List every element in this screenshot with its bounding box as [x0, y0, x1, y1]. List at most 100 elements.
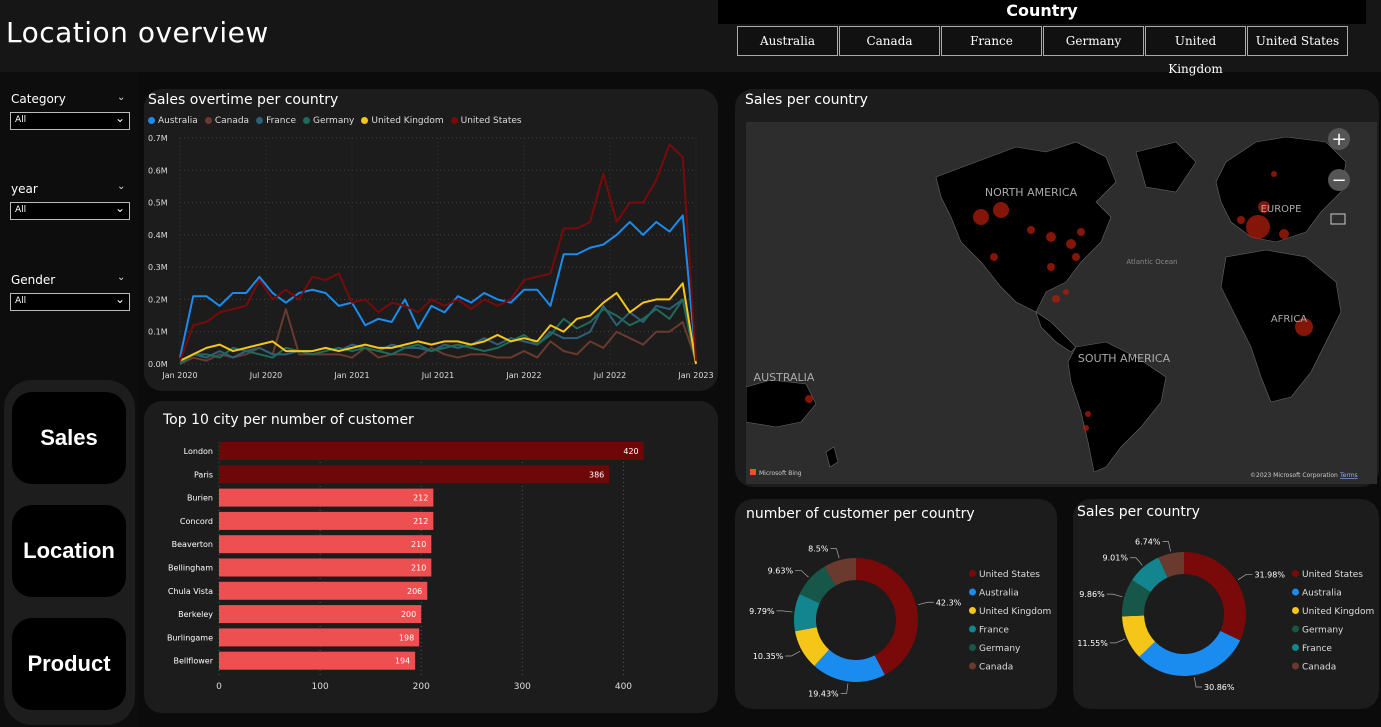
bar-burlingame[interactable] [219, 628, 420, 647]
legend-item-france[interactable]: France [256, 116, 296, 126]
bubble-usa-southeast[interactable] [1072, 253, 1080, 261]
donut-slice-germany[interactable] [799, 566, 836, 604]
donut-leader-line [1237, 573, 1253, 580]
bar-paris[interactable] [219, 465, 610, 484]
legend-item-germany[interactable]: Germany [303, 116, 354, 126]
donut-legend-canada[interactable]: Canada [979, 663, 1013, 673]
bubble-usa-east[interactable] [1066, 239, 1076, 249]
legend-dot-icon [969, 662, 976, 670]
chevron-down-icon[interactable]: ⌄ [117, 272, 126, 283]
x-tick-label: 100 [312, 682, 329, 692]
series-line-united-states[interactable] [179, 143, 697, 362]
bubble-usa-west[interactable] [973, 209, 989, 225]
bar-bellingham[interactable] [219, 558, 432, 577]
bubble-south-america[interactable] [1085, 411, 1091, 417]
bar-london[interactable] [219, 442, 644, 460]
donut-legend-canada[interactable]: Canada [1302, 663, 1336, 673]
zoom-out-button[interactable] [1328, 169, 1350, 191]
nav-location-button[interactable]: Location [12, 505, 126, 597]
country-button-australia[interactable]: Australia [737, 26, 838, 56]
chevron-down-icon[interactable]: ⌄ [117, 92, 126, 103]
world-map[interactable]: NORTH AMERICA SOUTH AMERICA AUSTRALIA EU… [746, 122, 1377, 484]
legend-dot-icon [1292, 570, 1299, 577]
country-button-canada[interactable]: Canada [839, 26, 940, 56]
donut-slice-germany[interactable] [1122, 579, 1151, 617]
legend-item-united-states[interactable]: United States [450, 116, 522, 126]
donut-legend-germany[interactable]: Germany [979, 644, 1021, 654]
legend-dot-icon [1292, 625, 1299, 633]
bar-chula-vista[interactable] [219, 581, 428, 600]
donut-slice-united-kingdom[interactable] [1122, 615, 1156, 657]
donut-legend-germany[interactable]: Germany [1302, 626, 1344, 636]
bar-burien[interactable] [219, 488, 434, 507]
donut-slice-australia[interactable] [814, 649, 885, 682]
bubble-usa-south[interactable] [1047, 263, 1055, 271]
donut-legend-united-kingdom[interactable]: United Kingdom [1302, 607, 1374, 617]
nav-product-button[interactable]: Product [12, 618, 126, 710]
bubble-europe-france[interactable] [1279, 229, 1289, 239]
donut-slice-canada[interactable] [824, 558, 856, 586]
bubble-australia[interactable] [805, 395, 813, 403]
donut-slice-united-kingdom[interactable] [795, 627, 830, 666]
donut-leader-line [1129, 557, 1143, 566]
donut-legend-australia[interactable]: Australia [1302, 589, 1342, 599]
bar-value-label: 212 [413, 494, 428, 503]
bar-bellflower[interactable] [219, 651, 416, 670]
donut-slice-france[interactable] [1132, 557, 1168, 593]
donut-slice-canada[interactable] [1158, 552, 1184, 578]
bubble-africa-east[interactable] [1295, 318, 1313, 336]
country-button-united-kingdom[interactable]: United Kingdom [1145, 26, 1246, 76]
map-copyright: ©2023 Microsoft Corporation [1250, 472, 1338, 479]
donut-legend-france[interactable]: France [1302, 644, 1332, 654]
donut-slice-france[interactable] [794, 594, 820, 632]
series-line-united-kingdom[interactable] [179, 282, 697, 365]
bubble-usa-midwest[interactable] [1027, 226, 1035, 234]
legend-item-canada[interactable]: Canada [204, 116, 249, 126]
bar-berkeley[interactable] [219, 605, 422, 624]
filter-year-select[interactable]: All ⌄ [10, 201, 130, 220]
line-chart-panel [144, 89, 718, 391]
bubble-canada-west[interactable] [993, 202, 1009, 218]
bubble-europe-north[interactable] [1271, 171, 1277, 177]
bubble-europe-spain[interactable] [1237, 216, 1245, 224]
legend-item-australia[interactable]: Australia [148, 116, 198, 126]
donut-legend-australia[interactable]: Australia [979, 589, 1019, 599]
series-line-france[interactable] [179, 298, 697, 365]
donut-legend-united-kingdom[interactable]: United Kingdom [979, 607, 1051, 617]
series-line-australia[interactable] [179, 214, 697, 361]
chevron-down-icon[interactable]: ⌄ [117, 181, 126, 192]
bar-category-label: Burien [187, 494, 213, 503]
bar-beaverton[interactable] [219, 535, 432, 554]
donut-slice-australia[interactable] [1139, 630, 1241, 676]
bubble-florida[interactable] [1063, 289, 1069, 295]
nav-sales-button[interactable]: Sales [12, 392, 126, 484]
bar-concord[interactable] [219, 511, 434, 530]
donut-leader-line [1162, 541, 1171, 552]
legend-dot-icon [969, 588, 976, 596]
donut-legend-france[interactable]: France [979, 626, 1009, 636]
filter-gender-select[interactable]: All ⌄ [10, 292, 130, 311]
country-button-germany[interactable]: Germany [1043, 26, 1144, 56]
donut-value-label: 9.86% [1079, 590, 1105, 599]
donut-legend-united-states[interactable]: United States [979, 570, 1040, 580]
map-select-icon[interactable] [1330, 213, 1346, 225]
country-button-united-states[interactable]: United States [1247, 26, 1348, 56]
bubble-usa-northeast[interactable] [1077, 228, 1085, 236]
bubble-chile[interactable] [1083, 425, 1089, 431]
bubble-usa-central[interactable] [1046, 232, 1056, 242]
bubble-mexico[interactable] [1052, 295, 1060, 303]
bubble-europe-uk[interactable] [1246, 215, 1270, 239]
donut-sales-title: Sales per country [1077, 504, 1200, 520]
legend-item-united-kingdom[interactable]: United Kingdom [361, 116, 444, 126]
donut-slice-united-states[interactable] [1184, 552, 1246, 641]
bubble-usa-southwest[interactable] [990, 253, 998, 261]
donut-legend-united-states[interactable]: United States [1302, 570, 1363, 580]
zoom-in-button[interactable] [1328, 128, 1350, 150]
donut-slice-united-states[interactable] [856, 558, 918, 675]
series-line-germany[interactable] [179, 298, 697, 365]
country-button-france[interactable]: France [941, 26, 1042, 56]
bubble-europe-germany[interactable] [1258, 201, 1270, 213]
map-terms-link[interactable]: Terms [1339, 472, 1358, 479]
new-zealand-landmass [825, 446, 839, 468]
filter-category-select[interactable]: All ⌄ [10, 111, 130, 130]
